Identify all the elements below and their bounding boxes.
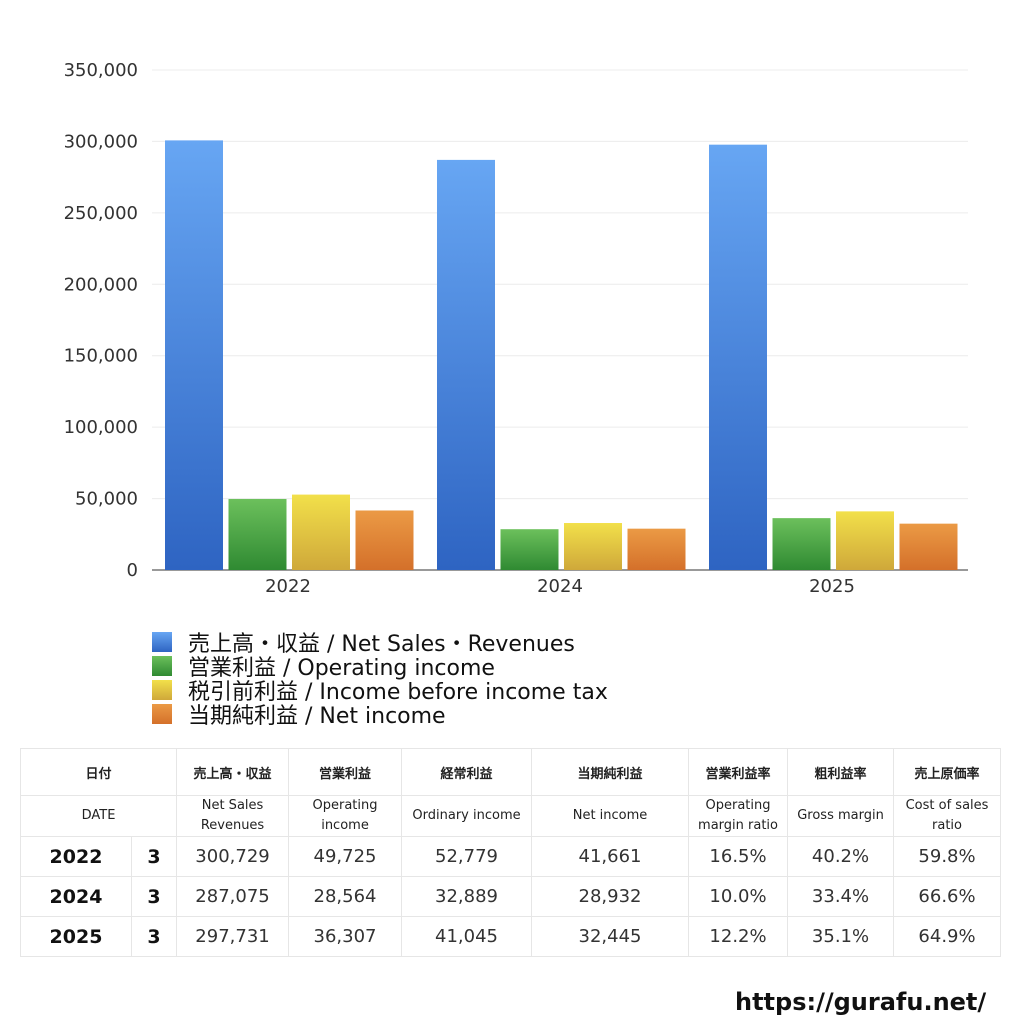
table-cell: 49,725 — [288, 836, 403, 877]
table-cell: 28,932 — [531, 876, 690, 917]
legend-label: 営業利益 / Operating income — [188, 656, 495, 681]
x-tick-label: 2025 — [809, 576, 855, 597]
legend-item-net-income: 当期純利益 / Net income — [152, 702, 608, 729]
header-cell: Operating income — [288, 795, 403, 837]
x-tick-label: 2022 — [265, 576, 311, 597]
y-tick-label: 250,000 — [64, 203, 138, 224]
table-cell: 33.4% — [787, 876, 895, 917]
y-tick-label: 350,000 — [64, 60, 138, 81]
table-header-jp: 日付 売上高・収益 営業利益 経常利益 当期純利益 営業利益率 粗利益率 売上原… — [19, 748, 1002, 796]
bar-chart: 0 50,000 100,000 150,000 200,000 250,000 300,0… — [64, 60, 968, 597]
legend-item-operating-income: 営業利益 / Operating income — [152, 654, 608, 681]
legend-swatch — [152, 632, 172, 652]
bar — [564, 523, 622, 570]
year-cell: 2024 — [20, 876, 132, 917]
y-tick-label: 0 — [127, 560, 138, 581]
legend-swatch — [152, 704, 172, 724]
bar — [899, 523, 958, 570]
header-cell: Operating margin ratio — [688, 795, 789, 837]
table-cell: 41,661 — [531, 836, 690, 877]
table-header-en: DATE Net Sales Revenues Operating income O… — [19, 795, 1002, 837]
table-cell: 10.0% — [688, 876, 789, 917]
legend-swatch — [152, 680, 172, 700]
month-cell: 3 — [130, 916, 178, 957]
table-cell: 59.8% — [893, 836, 1002, 877]
bar — [228, 498, 287, 570]
legend-label: 当期純利益 / Net income — [188, 704, 446, 729]
header-cell: DATE — [19, 795, 178, 837]
header-cell: Net Sales Revenues — [176, 795, 290, 837]
y-tick-label: 100,000 — [64, 417, 138, 438]
header-cell: Gross margin — [787, 795, 895, 837]
year-cell: 2022 — [20, 836, 132, 877]
table-row: 2024 3 287,075 28,564 32,889 28,932 10.0… — [20, 876, 1002, 917]
y-tick-label: 200,000 — [64, 274, 138, 295]
table-cell: 40.2% — [787, 836, 895, 877]
header-cell: Cost of sales ratio — [893, 795, 1002, 837]
table-cell: 35.1% — [787, 916, 895, 957]
legend-swatch — [152, 656, 172, 676]
month-cell: 3 — [130, 876, 178, 917]
legend-item-income-before-tax: 税引前利益 / Income before income tax — [152, 678, 608, 705]
bar — [772, 518, 831, 570]
header-cell: Net income — [531, 795, 690, 837]
bar — [292, 494, 350, 570]
site-url[interactable]: https://gurafu.net/ — [735, 988, 987, 1016]
y-tick-label: 300,000 — [64, 131, 138, 152]
legend-label: 税引前利益 / Income before income tax — [188, 680, 608, 705]
header-cell: 粗利益率 — [787, 748, 895, 796]
table-cell: 297,731 — [176, 916, 290, 957]
table-row: 2022 3 300,729 49,725 52,779 41,661 16.5… — [20, 836, 1002, 877]
table-row: 2025 3 297,731 36,307 41,045 32,445 12.2… — [20, 916, 1002, 957]
x-tick-label: 2024 — [537, 576, 583, 597]
table-cell: 28,564 — [288, 876, 403, 917]
table-cell: 32,445 — [531, 916, 690, 957]
header-cell: 日付 — [19, 748, 178, 796]
table-cell: 64.9% — [893, 916, 1002, 957]
header-cell: 営業利益 — [288, 748, 403, 796]
header-cell: 当期純利益 — [531, 748, 690, 796]
table-cell: 52,779 — [401, 836, 533, 877]
financial-table: 日付 売上高・収益 営業利益 経常利益 当期純利益 営業利益率 粗利益率 売上原… — [19, 748, 1002, 957]
table-cell: 12.2% — [688, 916, 789, 957]
table-cell: 287,075 — [176, 876, 290, 917]
header-cell: Ordinary income — [401, 795, 533, 837]
table-cell: 41,045 — [401, 916, 533, 957]
header-cell: 売上高・収益 — [176, 748, 290, 796]
gridlines — [152, 69, 968, 571]
bar — [437, 159, 495, 570]
header-cell: 経常利益 — [401, 748, 533, 796]
bar — [709, 144, 767, 571]
table-cell: 32,889 — [401, 876, 533, 917]
bar — [500, 529, 559, 570]
bar — [627, 528, 686, 570]
header-cell: 営業利益率 — [688, 748, 789, 796]
month-cell: 3 — [130, 836, 178, 877]
bar — [165, 140, 223, 570]
legend-item-net-sales: 売上高・収益 / Net Sales・Revenues — [152, 630, 608, 657]
table-cell: 300,729 — [176, 836, 290, 877]
bar — [836, 511, 894, 570]
table-cell: 16.5% — [688, 836, 789, 877]
table-cell: 36,307 — [288, 916, 403, 957]
legend-label: 売上高・収益 / Net Sales・Revenues — [188, 632, 575, 657]
header-cell: 売上原価率 — [893, 748, 1002, 796]
axis-labels: 0 50,000 100,000 150,000 200,000 250,000 300,0… — [64, 60, 855, 597]
year-cell: 2025 — [20, 916, 132, 957]
bars — [165, 140, 958, 571]
y-tick-label: 150,000 — [64, 346, 138, 367]
bar — [355, 510, 414, 570]
y-tick-label: 50,000 — [75, 489, 138, 510]
legend: 売上高・収益 / Net Sales・Revenues 営業利益 / Opera… — [152, 630, 608, 729]
table-cell: 66.6% — [893, 876, 1002, 917]
